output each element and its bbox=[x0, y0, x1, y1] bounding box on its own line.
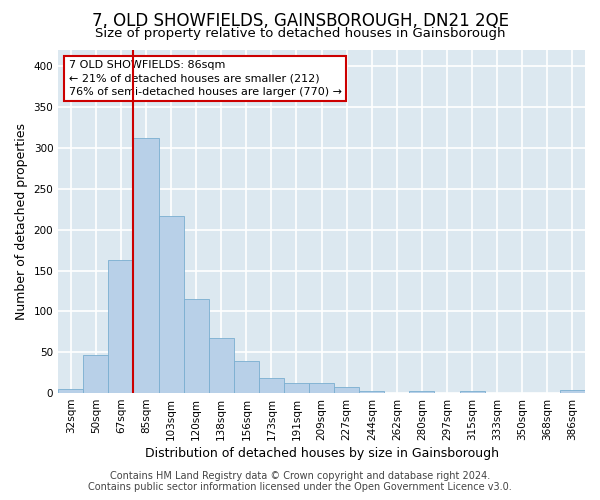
Bar bbox=[309, 384, 334, 393]
Bar bbox=[409, 390, 434, 393]
Bar bbox=[83, 354, 109, 393]
Text: Contains HM Land Registry data © Crown copyright and database right 2024.
Contai: Contains HM Land Registry data © Crown c… bbox=[88, 471, 512, 492]
Bar bbox=[184, 299, 209, 393]
Bar bbox=[209, 338, 234, 393]
Text: 7 OLD SHOWFIELDS: 86sqm
← 21% of detached houses are smaller (212)
76% of semi-d: 7 OLD SHOWFIELDS: 86sqm ← 21% of detache… bbox=[69, 60, 342, 96]
Bar bbox=[460, 390, 485, 393]
Y-axis label: Number of detached properties: Number of detached properties bbox=[15, 123, 28, 320]
Bar bbox=[259, 378, 284, 393]
Text: Size of property relative to detached houses in Gainsborough: Size of property relative to detached ho… bbox=[95, 28, 505, 40]
Bar bbox=[158, 216, 184, 393]
Bar bbox=[133, 138, 158, 393]
Bar bbox=[560, 390, 585, 393]
Bar bbox=[109, 260, 133, 393]
Bar bbox=[58, 389, 83, 393]
Bar bbox=[359, 390, 385, 393]
Bar bbox=[234, 361, 259, 393]
X-axis label: Distribution of detached houses by size in Gainsborough: Distribution of detached houses by size … bbox=[145, 447, 499, 460]
Bar bbox=[284, 384, 309, 393]
Bar bbox=[334, 386, 359, 393]
Text: 7, OLD SHOWFIELDS, GAINSBOROUGH, DN21 2QE: 7, OLD SHOWFIELDS, GAINSBOROUGH, DN21 2Q… bbox=[91, 12, 509, 30]
